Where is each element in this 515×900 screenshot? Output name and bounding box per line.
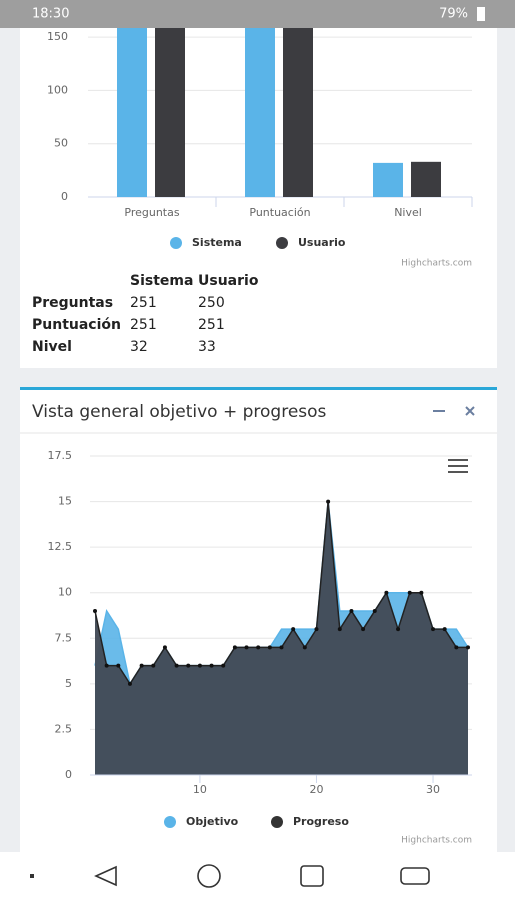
area-fill — [95, 501, 468, 775]
x-tick-label: 20 — [309, 783, 323, 796]
legend-label: Progreso — [293, 815, 349, 828]
legend-swatch — [170, 237, 182, 249]
card-border — [20, 387, 497, 390]
back-button[interactable] — [94, 865, 117, 887]
y-tick-label: 100 — [47, 83, 68, 96]
bar — [117, 28, 147, 198]
point — [419, 590, 424, 595]
point — [372, 608, 377, 613]
legend-swatch — [271, 816, 283, 828]
point — [337, 627, 342, 632]
area-chart: 0 2.5 5 7.5 10 12.5 15 17.5 10 20 30 — [48, 449, 472, 796]
point — [232, 645, 237, 650]
point — [267, 645, 272, 650]
point — [407, 590, 412, 595]
point — [197, 663, 202, 668]
point — [384, 590, 389, 595]
legend-label: Objetivo — [186, 815, 239, 828]
table-cell: 33 — [198, 339, 216, 355]
point — [127, 681, 132, 686]
switch-button[interactable] — [400, 867, 430, 885]
x-tick-label: Preguntas — [124, 206, 179, 219]
credits: Highcharts.com — [401, 836, 472, 846]
legend-label: Sistema — [192, 236, 242, 249]
table-header: Usuario — [198, 273, 259, 289]
point — [162, 645, 167, 650]
table-cell: 251 — [130, 295, 157, 311]
point — [291, 627, 296, 632]
point — [454, 645, 459, 650]
battery-level: 79% — [439, 7, 468, 22]
bar — [373, 162, 403, 197]
nav-dot[interactable] — [30, 874, 34, 878]
point — [209, 663, 214, 668]
recents-button[interactable] — [300, 865, 324, 887]
row-label: Nivel — [32, 339, 72, 355]
point — [466, 645, 470, 650]
point — [396, 627, 401, 632]
x-tick-label: Nivel — [394, 206, 422, 219]
point — [244, 645, 249, 650]
point — [302, 645, 307, 650]
y-tick-label: 0 — [61, 190, 68, 203]
status-bar — [0, 0, 515, 28]
point — [279, 645, 284, 650]
row-label: Preguntas — [32, 295, 113, 311]
table-cell: 250 — [198, 295, 225, 311]
point — [116, 663, 121, 668]
y-tick-label: 10 — [58, 586, 72, 599]
table-cell: 251 — [130, 317, 157, 333]
x-tick-label: 10 — [193, 783, 207, 796]
y-tick-label: 5 — [65, 677, 72, 690]
nav-bar — [0, 852, 515, 900]
card-title: Vista general objetivo + progresos — [32, 402, 327, 422]
point — [186, 663, 191, 668]
point — [93, 608, 97, 613]
legend-swatch — [276, 237, 288, 249]
x-tick-label: Puntuación — [249, 206, 310, 219]
bar — [411, 161, 441, 197]
point — [104, 663, 109, 668]
point — [361, 627, 366, 632]
y-tick-label: 12.5 — [48, 540, 73, 553]
point — [174, 663, 179, 668]
table-cell: 32 — [130, 339, 148, 355]
point — [256, 645, 261, 650]
x-tick-label: 30 — [426, 783, 440, 796]
y-tick-label: 0 — [65, 768, 72, 781]
credits: Highcharts.com — [401, 259, 472, 269]
home-button[interactable] — [197, 864, 221, 888]
close-button[interactable] — [465, 406, 475, 416]
point — [221, 663, 226, 668]
legend-swatch — [164, 816, 176, 828]
clock: 18:30 — [32, 7, 69, 22]
y-tick-label: 7.5 — [55, 631, 73, 644]
y-tick-label: 15 — [58, 495, 72, 508]
y-tick-label: 17.5 — [48, 449, 73, 462]
menu-button[interactable] — [448, 459, 468, 473]
y-tick-label: 150 — [47, 30, 68, 43]
y-tick-label: 50 — [54, 137, 68, 150]
legend-label: Usuario — [298, 236, 346, 249]
point — [442, 627, 447, 632]
point — [314, 627, 319, 632]
point — [326, 499, 331, 504]
bar — [245, 28, 275, 198]
bar — [283, 28, 313, 198]
point — [349, 608, 354, 613]
point — [139, 663, 144, 668]
battery-icon — [477, 7, 485, 21]
bar — [155, 28, 185, 197]
point — [431, 627, 436, 632]
bar-chart: 0 50 100 150 Preguntas Puntuación Nivel — [47, 28, 473, 219]
y-tick-label: 2.5 — [55, 722, 73, 735]
table-header: Sistema — [130, 273, 193, 289]
row-label: Puntuación — [32, 317, 121, 333]
table-cell: 251 — [198, 317, 225, 333]
point — [151, 663, 156, 668]
